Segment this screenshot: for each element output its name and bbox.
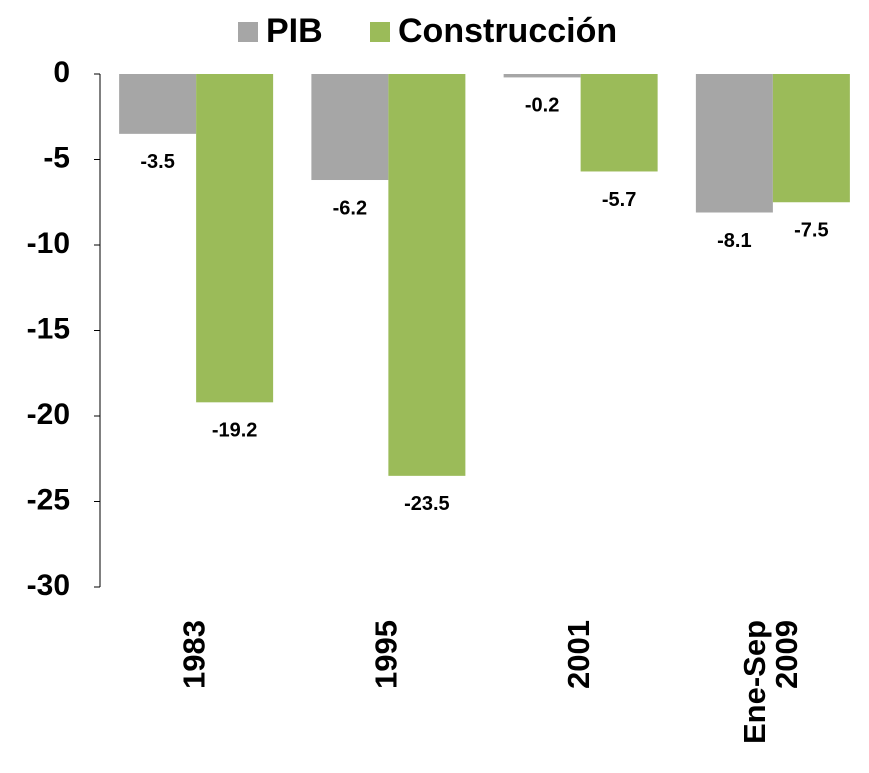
bar [503,74,581,78]
y-tick-label: -30 [27,569,70,602]
value-label: -0.2 [525,95,559,117]
value-label: -3.5 [140,151,174,173]
y-tick-label: -20 [27,398,70,431]
value-label: -7.5 [794,220,828,242]
bar [388,74,466,476]
bar [772,74,850,203]
y-tick-label: -5 [43,141,70,174]
legend-label: Construcción [398,12,617,50]
bar [196,74,274,403]
bar [311,74,389,181]
x-tick-label: 2001 [561,620,596,689]
legend-label: PIB [266,12,323,50]
bar [119,74,197,134]
y-tick-label: -25 [27,483,70,516]
value-label: -19.2 [212,420,258,442]
x-tick-label: 1995 [369,620,404,689]
legend-swatch [238,22,258,42]
value-label: -8.1 [717,230,751,252]
y-tick-label: 0 [53,56,70,89]
value-label: -5.7 [602,189,636,211]
legend-swatch [370,22,390,42]
y-tick-label: -10 [27,227,70,260]
bar [695,74,773,213]
y-tick-label: -15 [27,312,70,345]
x-tick-label: Ene-Sep [737,620,772,744]
value-label: -6.2 [333,197,367,219]
bar [580,74,658,172]
x-tick-label: 2009 [769,620,804,689]
value-label: -23.5 [404,493,450,515]
x-tick-label: 1983 [176,620,211,689]
